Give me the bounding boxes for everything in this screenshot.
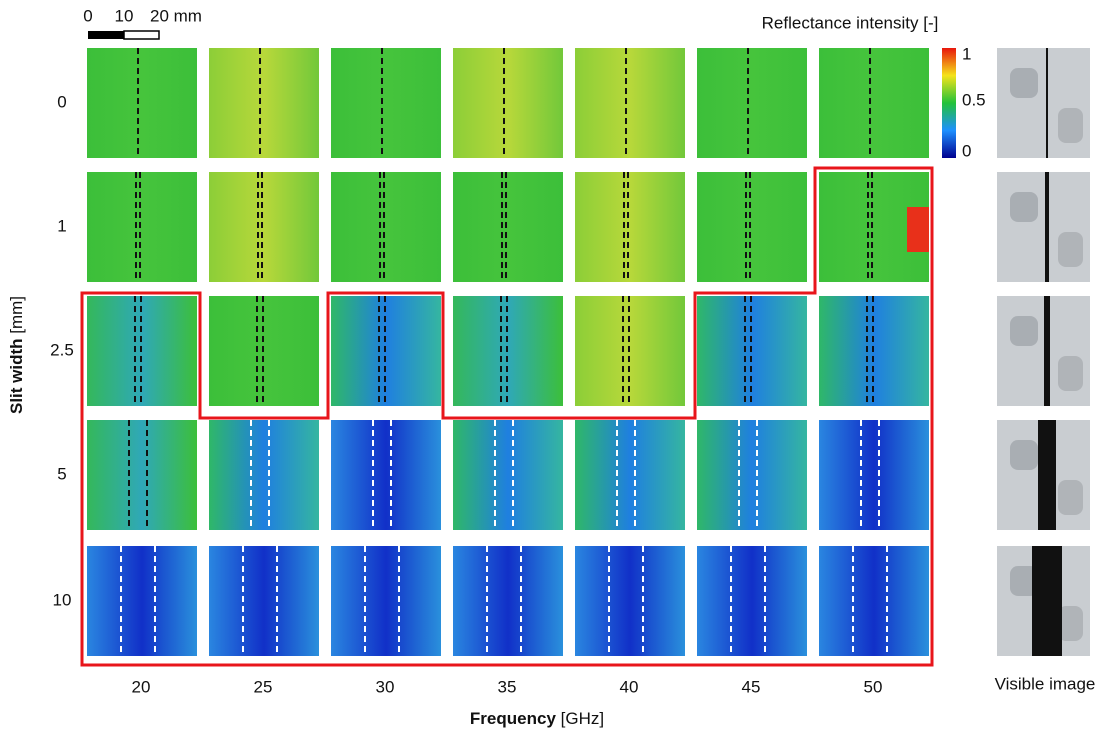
heatmap-panel — [697, 546, 807, 656]
visible-label: Visible image — [995, 674, 1096, 693]
heatmap-panel — [453, 48, 563, 158]
hot-spot — [907, 207, 929, 252]
colorbar-tick: 1 — [962, 44, 971, 63]
row-label: 10 — [53, 590, 72, 609]
column-label: 35 — [498, 677, 517, 696]
row-label: 5 — [57, 464, 66, 483]
heatmap-panel — [209, 48, 319, 158]
heatmap-panel — [819, 420, 929, 530]
heatmap-panel — [819, 48, 929, 158]
column-label: 45 — [742, 677, 761, 696]
heatmap-panel — [331, 172, 441, 282]
colorbar-tick: 0 — [962, 141, 971, 160]
heatmap-panel — [331, 420, 441, 530]
heatmap-panel — [209, 546, 319, 656]
heatmap-panel — [331, 48, 441, 158]
heatmap-panel — [453, 172, 563, 282]
visible-slit — [1032, 546, 1062, 656]
heatmap-panel — [87, 420, 197, 530]
column-label: 40 — [620, 677, 639, 696]
visible-texture — [1010, 440, 1038, 470]
visible-slit — [1045, 172, 1049, 282]
visible-slit — [1038, 420, 1056, 530]
panels — [87, 48, 1090, 656]
heatmap-panel — [331, 546, 441, 656]
colorbar — [942, 48, 956, 158]
row-label: 1 — [57, 216, 66, 235]
column-label: 25 — [254, 677, 273, 696]
heatmap-panel — [819, 546, 929, 656]
heatmap-panel — [575, 420, 685, 530]
column-label: 20 — [132, 677, 151, 696]
heatmap-panel — [453, 546, 563, 656]
visible-texture — [1010, 68, 1038, 98]
heatmap-panel — [87, 172, 197, 282]
visible-texture — [1058, 480, 1083, 515]
scale-label: 10 — [115, 6, 134, 25]
visible-texture — [1010, 192, 1038, 222]
y-title: Slit width [mm] — [7, 296, 26, 414]
column-label: 30 — [376, 677, 395, 696]
figure: 0 10 20 mm Reflectance intensity [-] 1 0… — [0, 0, 1113, 736]
scale-bar — [124, 31, 159, 39]
heatmap-panel — [575, 172, 685, 282]
visible-slit — [1044, 296, 1050, 406]
column-label: 50 — [864, 677, 883, 696]
scale-label: 20 mm — [150, 6, 202, 25]
row-label: 2.5 — [50, 340, 74, 359]
visible-texture — [1058, 108, 1083, 143]
x-title-bold: Frequency — [470, 709, 557, 728]
heatmap-panel — [209, 172, 319, 282]
scale-bar — [88, 31, 124, 39]
scale-label: 0 — [83, 6, 92, 25]
visible-texture — [1058, 356, 1083, 391]
row-label: 0 — [57, 92, 66, 111]
heatmap-panel — [697, 48, 807, 158]
heatmap-panel — [87, 48, 197, 158]
visible-texture — [1058, 232, 1083, 267]
x-title-unit: [GHz] — [556, 709, 604, 728]
heatmap-panel — [697, 420, 807, 530]
colorbar-title: Reflectance intensity [-] — [762, 13, 939, 32]
heatmap-panel — [575, 48, 685, 158]
y-title-unit: [mm] — [7, 296, 26, 339]
heatmap-panel — [209, 420, 319, 530]
heatmap-panel — [87, 546, 197, 656]
x-title: Frequency [GHz] — [470, 709, 604, 728]
visible-texture — [1010, 316, 1038, 346]
heatmap-panel — [697, 172, 807, 282]
heatmap-panel — [575, 546, 685, 656]
colorbar-tick: 0.5 — [962, 90, 986, 109]
visible-slit — [1046, 48, 1048, 158]
heatmap-panel — [453, 420, 563, 530]
y-title-bold: Slit width — [7, 338, 26, 414]
